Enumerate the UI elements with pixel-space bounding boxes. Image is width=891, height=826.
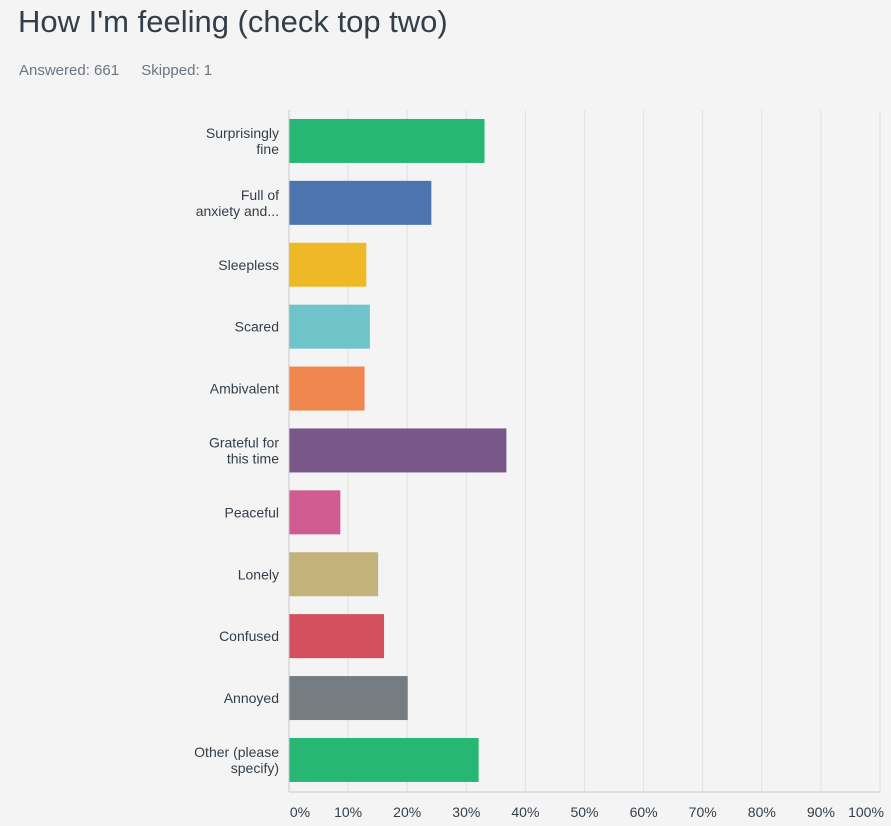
category-label: Confused — [219, 628, 279, 644]
x-tick-label: 0% — [290, 804, 310, 820]
bar — [289, 428, 507, 473]
bar — [289, 304, 370, 349]
bar — [289, 490, 341, 535]
category-label: Scared — [235, 319, 279, 335]
category-label: Ambivalent — [210, 381, 279, 397]
x-tick-label: 30% — [452, 804, 480, 820]
bar — [289, 242, 367, 287]
x-tick-label: 100% — [848, 804, 884, 820]
x-tick-label: 20% — [393, 804, 421, 820]
bar — [289, 552, 379, 597]
x-tick-label: 80% — [748, 804, 776, 820]
category-label: Full of anxiety and... — [196, 187, 279, 219]
answered-count: Answered: 661 — [19, 62, 120, 79]
bar — [289, 676, 408, 721]
response-stats: Answered: 661 Skipped: 1 — [19, 62, 230, 79]
bar — [289, 614, 385, 659]
x-tick-label: 70% — [689, 804, 717, 820]
skipped-count: Skipped: 1 — [141, 62, 213, 79]
category-label: Annoyed — [224, 690, 279, 706]
x-tick-label: 10% — [334, 804, 362, 820]
bar — [289, 366, 365, 411]
category-label: Surprisingly fine — [206, 125, 279, 157]
x-tick-label: 40% — [511, 804, 539, 820]
category-label: Other (please specify) — [194, 744, 279, 776]
x-tick-label: 60% — [630, 804, 658, 820]
chart-title: How I'm feeling (check top two) — [18, 4, 448, 39]
category-label: Peaceful — [225, 504, 279, 520]
bar — [289, 180, 432, 225]
category-label: Grateful for this time — [209, 434, 279, 466]
bar — [289, 118, 485, 163]
x-tick-label: 50% — [570, 804, 598, 820]
bar — [289, 737, 479, 782]
category-label: Sleepless — [218, 257, 279, 273]
x-tick-label: 90% — [807, 804, 835, 820]
category-label: Lonely — [238, 566, 279, 582]
